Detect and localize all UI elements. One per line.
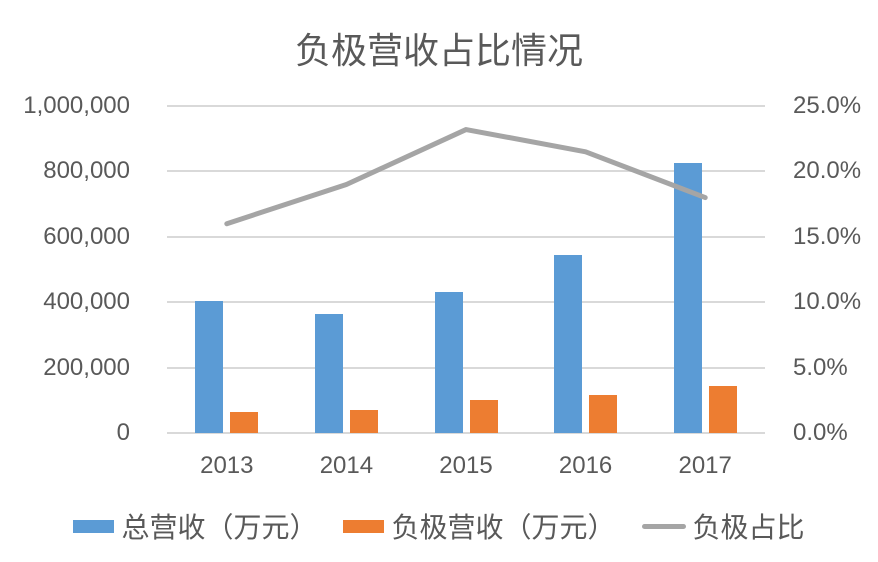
legend-label-anode-revenue: 负极营收（万元） xyxy=(391,512,616,543)
bar-anode-revenue-2015 xyxy=(469,400,498,433)
anode-share-line xyxy=(224,127,708,227)
y-axis-left-tick-label: 0 xyxy=(116,419,130,446)
bar-total-revenue-2013 xyxy=(195,300,224,433)
bar-anode-revenue-2016 xyxy=(589,395,618,433)
y-axis-left-tick-label: 600,000 xyxy=(43,222,130,250)
legend-item-anode-revenue: 负极营收（万元） xyxy=(343,506,616,546)
gridline xyxy=(167,105,765,107)
anode-revenue-swatch-icon xyxy=(343,519,385,533)
y-axis-left-tick-label: 400,000 xyxy=(43,288,130,316)
legend-item-anode-share: 负极占比 xyxy=(641,506,805,546)
bar-total-revenue-2014 xyxy=(314,313,343,433)
x-axis-label-2013: 2013 xyxy=(200,452,254,479)
x-axis-label-2014: 2014 xyxy=(319,452,374,479)
bar-total-revenue-2017 xyxy=(673,163,702,433)
x-axis-label-2016: 2016 xyxy=(558,452,613,479)
y-axis-right-tick-label: 25.0% xyxy=(793,92,862,119)
gridline xyxy=(167,366,765,369)
y-axis-left-tick-label: 1,000,000 xyxy=(23,92,130,119)
anode-share-line-swatch-icon xyxy=(641,523,686,529)
legend-item-total-revenue: 总营收（万元） xyxy=(73,506,317,546)
bar-anode-revenue-2014 xyxy=(349,410,378,433)
total-revenue-swatch-icon xyxy=(73,519,115,533)
gridline xyxy=(167,301,765,304)
legend-label-anode-share: 负极占比 xyxy=(692,512,805,543)
bar-total-revenue-2015 xyxy=(434,292,463,433)
y-axis-right-tick-label: 10.0% xyxy=(793,288,862,316)
legend-label-total-revenue: 总营收（万元） xyxy=(121,512,318,543)
y-axis-left-tick-label: 200,000 xyxy=(43,353,130,381)
y-axis-left-tick-label: 800,000 xyxy=(43,157,130,185)
y-axis-right-tick-label: 15.0% xyxy=(793,222,862,250)
y-axis-right-tick-label: 5.0% xyxy=(793,353,848,381)
gridline xyxy=(167,235,765,238)
y-axis-right-tick-label: 0.0% xyxy=(793,419,848,446)
x-axis-label-2015: 2015 xyxy=(439,452,493,479)
bar-anode-revenue-2013 xyxy=(230,411,259,433)
x-axis-label-2017: 2017 xyxy=(678,452,732,479)
chart-title: 负极营收占比情况 xyxy=(294,30,583,71)
legend: 总营收（万元） 负极营收（万元） 负极占比 xyxy=(0,506,878,546)
bar-anode-revenue-2017 xyxy=(708,385,737,433)
y-axis-right-tick-label: 20.0% xyxy=(793,157,862,185)
bar-total-revenue-2016 xyxy=(554,254,583,433)
gridline xyxy=(167,432,765,434)
